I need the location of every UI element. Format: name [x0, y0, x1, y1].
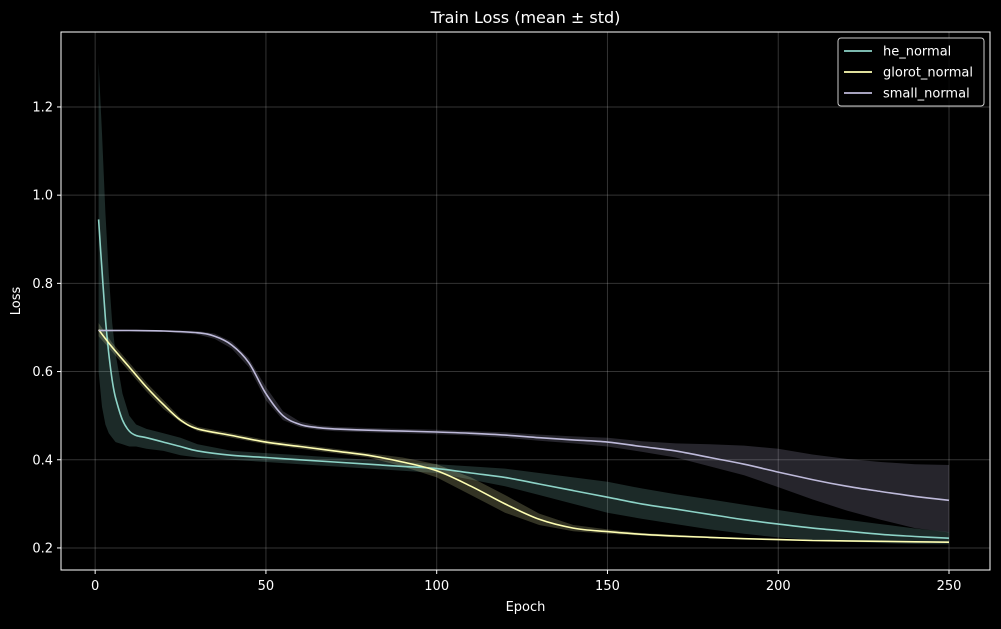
legend-label-glorot_normal: glorot_normal — [883, 66, 973, 81]
series-line-small_normal — [98, 329, 950, 502]
std-band-small_normal — [98, 329, 950, 533]
x-tick-label: 150 — [595, 579, 620, 594]
x-axis: 0 50 100 150 200 250 — [91, 570, 961, 594]
y-tick-label: 0.4 — [32, 453, 53, 468]
x-tick-label: 50 — [258, 579, 275, 594]
x-tick-label: 0 — [91, 579, 99, 594]
y-tick-label: 0.2 — [32, 541, 53, 556]
plot-frame — [60, 31, 991, 571]
x-axis-label: Epoch — [506, 600, 546, 615]
x-tick-label: 200 — [766, 579, 791, 594]
series-line-he_normal — [97, 219, 950, 539]
chart-title: Train Loss (mean ± std) — [430, 8, 621, 27]
y-tick-label: 0.6 — [32, 365, 53, 380]
y-axis: 0.2 0.4 0.6 0.8 1.0 1.2 — [32, 100, 61, 556]
legend-label-small_normal: small_normal — [883, 87, 970, 102]
grid — [61, 32, 990, 570]
std-bands — [98, 62, 950, 545]
legend: he_normal glorot_normal small_normal — [837, 37, 985, 107]
x-tick-label: 100 — [424, 579, 449, 594]
y-tick-label: 0.8 — [32, 277, 53, 292]
legend-box — [837, 37, 985, 107]
y-axis-label: Loss — [9, 287, 24, 316]
series-line-glorot_normal — [97, 329, 950, 543]
x-tick-label: 250 — [937, 579, 962, 594]
legend-label-he_normal: he_normal — [883, 45, 951, 60]
series-lines — [97, 219, 950, 543]
y-tick-label: 1.0 — [32, 189, 53, 204]
y-tick-label: 1.2 — [32, 100, 53, 115]
